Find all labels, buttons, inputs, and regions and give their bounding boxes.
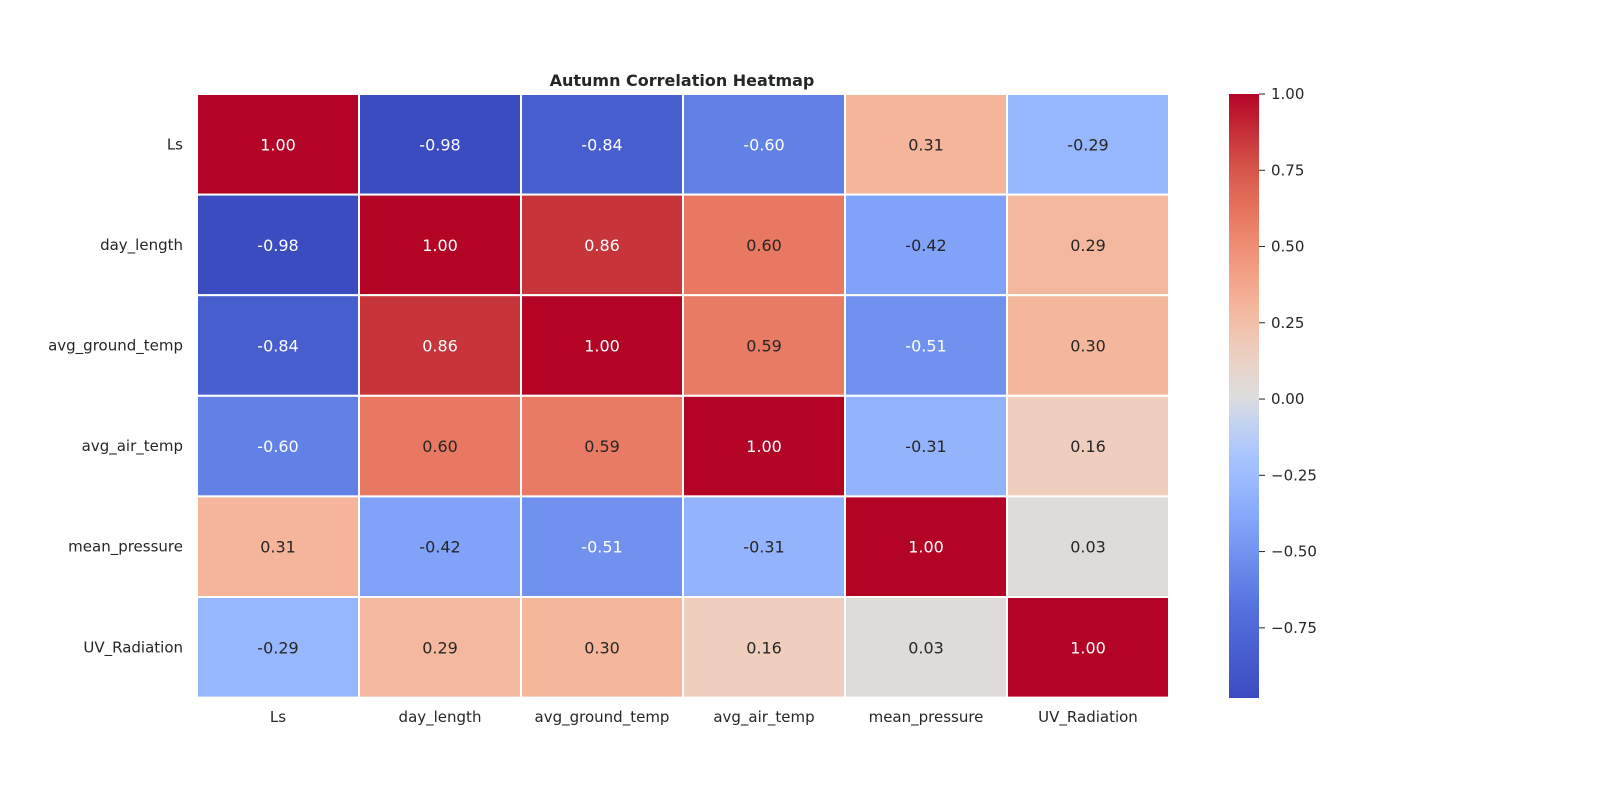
heatmap-cell: [1006, 394, 1170, 498]
heatmap-cell: [196, 93, 360, 196]
y-axis-tick-label: mean_pressure: [68, 538, 183, 557]
heatmap-cell: [844, 596, 1008, 699]
heatmap-cell-value: -0.42: [419, 538, 460, 557]
heatmap-cell-value: -0.31: [743, 538, 784, 557]
heatmap-cell: [196, 495, 360, 598]
heatmap-cell: [1006, 495, 1170, 598]
heatmap-cell-value: -0.84: [257, 337, 298, 356]
heatmap-cell: [682, 596, 846, 699]
heatmap-cell: [520, 93, 684, 196]
heatmap-cell-value: -0.98: [257, 236, 298, 255]
heatmap-cell: [682, 193, 846, 297]
chart-title: Autumn Correlation Heatmap: [550, 71, 815, 90]
x-axis-tick-label: avg_ground_temp: [535, 708, 670, 727]
x-axis-tick-labels: Ls day_length avg_ground_temp avg_air_temp m…: [270, 708, 1138, 727]
heatmap-cell: [358, 93, 522, 196]
colorbar-tick-label: 0.25: [1271, 314, 1304, 332]
heatmap-cell: [1006, 93, 1170, 196]
heatmap-cell-value: 1.00: [1070, 638, 1106, 657]
heatmap-cell-value: 1.00: [908, 538, 944, 557]
heatmap-cell: [358, 394, 522, 498]
x-axis-tick-label: avg_air_temp: [713, 708, 814, 727]
heatmap-cell-value: 0.30: [584, 638, 620, 657]
heatmap-cell: [358, 193, 522, 297]
x-axis-tick-label: UV_Radiation: [1038, 708, 1138, 727]
x-axis-tick-label: day_length: [399, 708, 482, 727]
heatmap-cell: [358, 294, 522, 397]
heatmap-cell-value: 0.86: [584, 236, 620, 255]
heatmap-cell-value: 0.59: [746, 337, 782, 356]
heatmap-cell-value: -0.98: [419, 135, 460, 154]
heatmap-cell-value: 0.29: [1070, 236, 1106, 255]
heatmap-cell-value: -0.60: [257, 437, 298, 456]
heatmap-cell-value: -0.51: [905, 337, 946, 356]
heatmap-cell-value: 0.60: [746, 236, 782, 255]
y-axis-tick-label: avg_ground_temp: [48, 337, 183, 356]
x-axis-tick-label: Ls: [270, 708, 286, 726]
heatmap-cell-value: 0.31: [908, 135, 944, 154]
colorbar: 1.00 0.75 0.50 0.25 0.00 −0.25 −0.50 −0.75: [1229, 85, 1317, 698]
y-axis-tick-label: Ls: [167, 135, 183, 153]
heatmap-cell: [844, 495, 1008, 598]
heatmap-cell-value: -0.29: [1067, 135, 1108, 154]
colorbar-tick-label: −0.50: [1271, 543, 1317, 561]
heatmap-cell-value: -0.31: [905, 437, 946, 456]
colorbar-tick-label: 0.75: [1271, 161, 1304, 179]
colorbar-tick-label: −0.75: [1271, 619, 1317, 637]
heatmap-cell-value: 0.30: [1070, 337, 1106, 356]
heatmap-cell: [682, 294, 846, 397]
y-axis-tick-label: avg_air_temp: [82, 437, 183, 456]
y-axis-tick-label: day_length: [100, 236, 183, 255]
y-axis-tick-label: UV_Radiation: [83, 638, 183, 657]
heatmap-cell: [520, 495, 684, 598]
heatmap-cell-value: 0.29: [422, 638, 458, 657]
heatmap-cell-value: -0.42: [905, 236, 946, 255]
heatmap-cell-value: 1.00: [746, 437, 782, 456]
heatmap-cell: [196, 394, 360, 498]
x-axis-tick-label: mean_pressure: [869, 708, 984, 727]
heatmap-cell: [1006, 596, 1170, 699]
heatmap-cell-value: 1.00: [260, 135, 296, 154]
heatmap-cell-value: 0.16: [746, 638, 782, 657]
heatmap-cell-value: 0.03: [1070, 538, 1106, 557]
heatmap-cell-value: -0.84: [581, 135, 622, 154]
heatmap-cell: [196, 596, 360, 699]
y-axis-tick-labels: Ls day_length avg_ground_temp avg_air_tempm…: [48, 135, 183, 657]
heatmap-cells: 1.00 -0.98 -0.84 -0.60 0.31 -0.29 -0.98 1.00 0.8…: [196, 93, 1170, 699]
heatmap-cell-value: 1.00: [422, 236, 458, 255]
heatmap-cell: [1006, 294, 1170, 397]
heatmap-cell-value: 1.00: [584, 337, 620, 356]
colorbar-tick-label: 1.00: [1271, 85, 1304, 103]
heatmap-cell-value: -0.51: [581, 538, 622, 557]
heatmap-cell: [682, 495, 846, 598]
heatmap-cell-value: 0.59: [584, 437, 620, 456]
colorbar-tick-label: −0.25: [1271, 466, 1317, 484]
heatmap-cell-value: 0.03: [908, 638, 944, 657]
colorbar-ticks: 1.00 0.75 0.50 0.25 0.00 −0.25 −0.50 −0.75: [1259, 85, 1317, 637]
heatmap-cell-value: 0.16: [1070, 437, 1106, 456]
heatmap-cell: [682, 394, 846, 498]
heatmap-cell: [844, 394, 1008, 498]
heatmap-cell-value: -0.60: [743, 135, 784, 154]
heatmap-cell: [520, 394, 684, 498]
heatmap-cell: [844, 294, 1008, 397]
heatmap-cell: [1006, 193, 1170, 297]
colorbar-tick-label: 0.00: [1271, 390, 1304, 408]
heatmap-cell-value: 0.31: [260, 538, 296, 557]
colorbar-gradient: [1229, 94, 1259, 698]
colorbar-tick-label: 0.50: [1271, 238, 1304, 256]
heatmap-cell-value: -0.29: [257, 638, 298, 657]
heatmap-cell-value: 0.86: [422, 337, 458, 356]
heatmap-cell-value: 0.60: [422, 437, 458, 456]
